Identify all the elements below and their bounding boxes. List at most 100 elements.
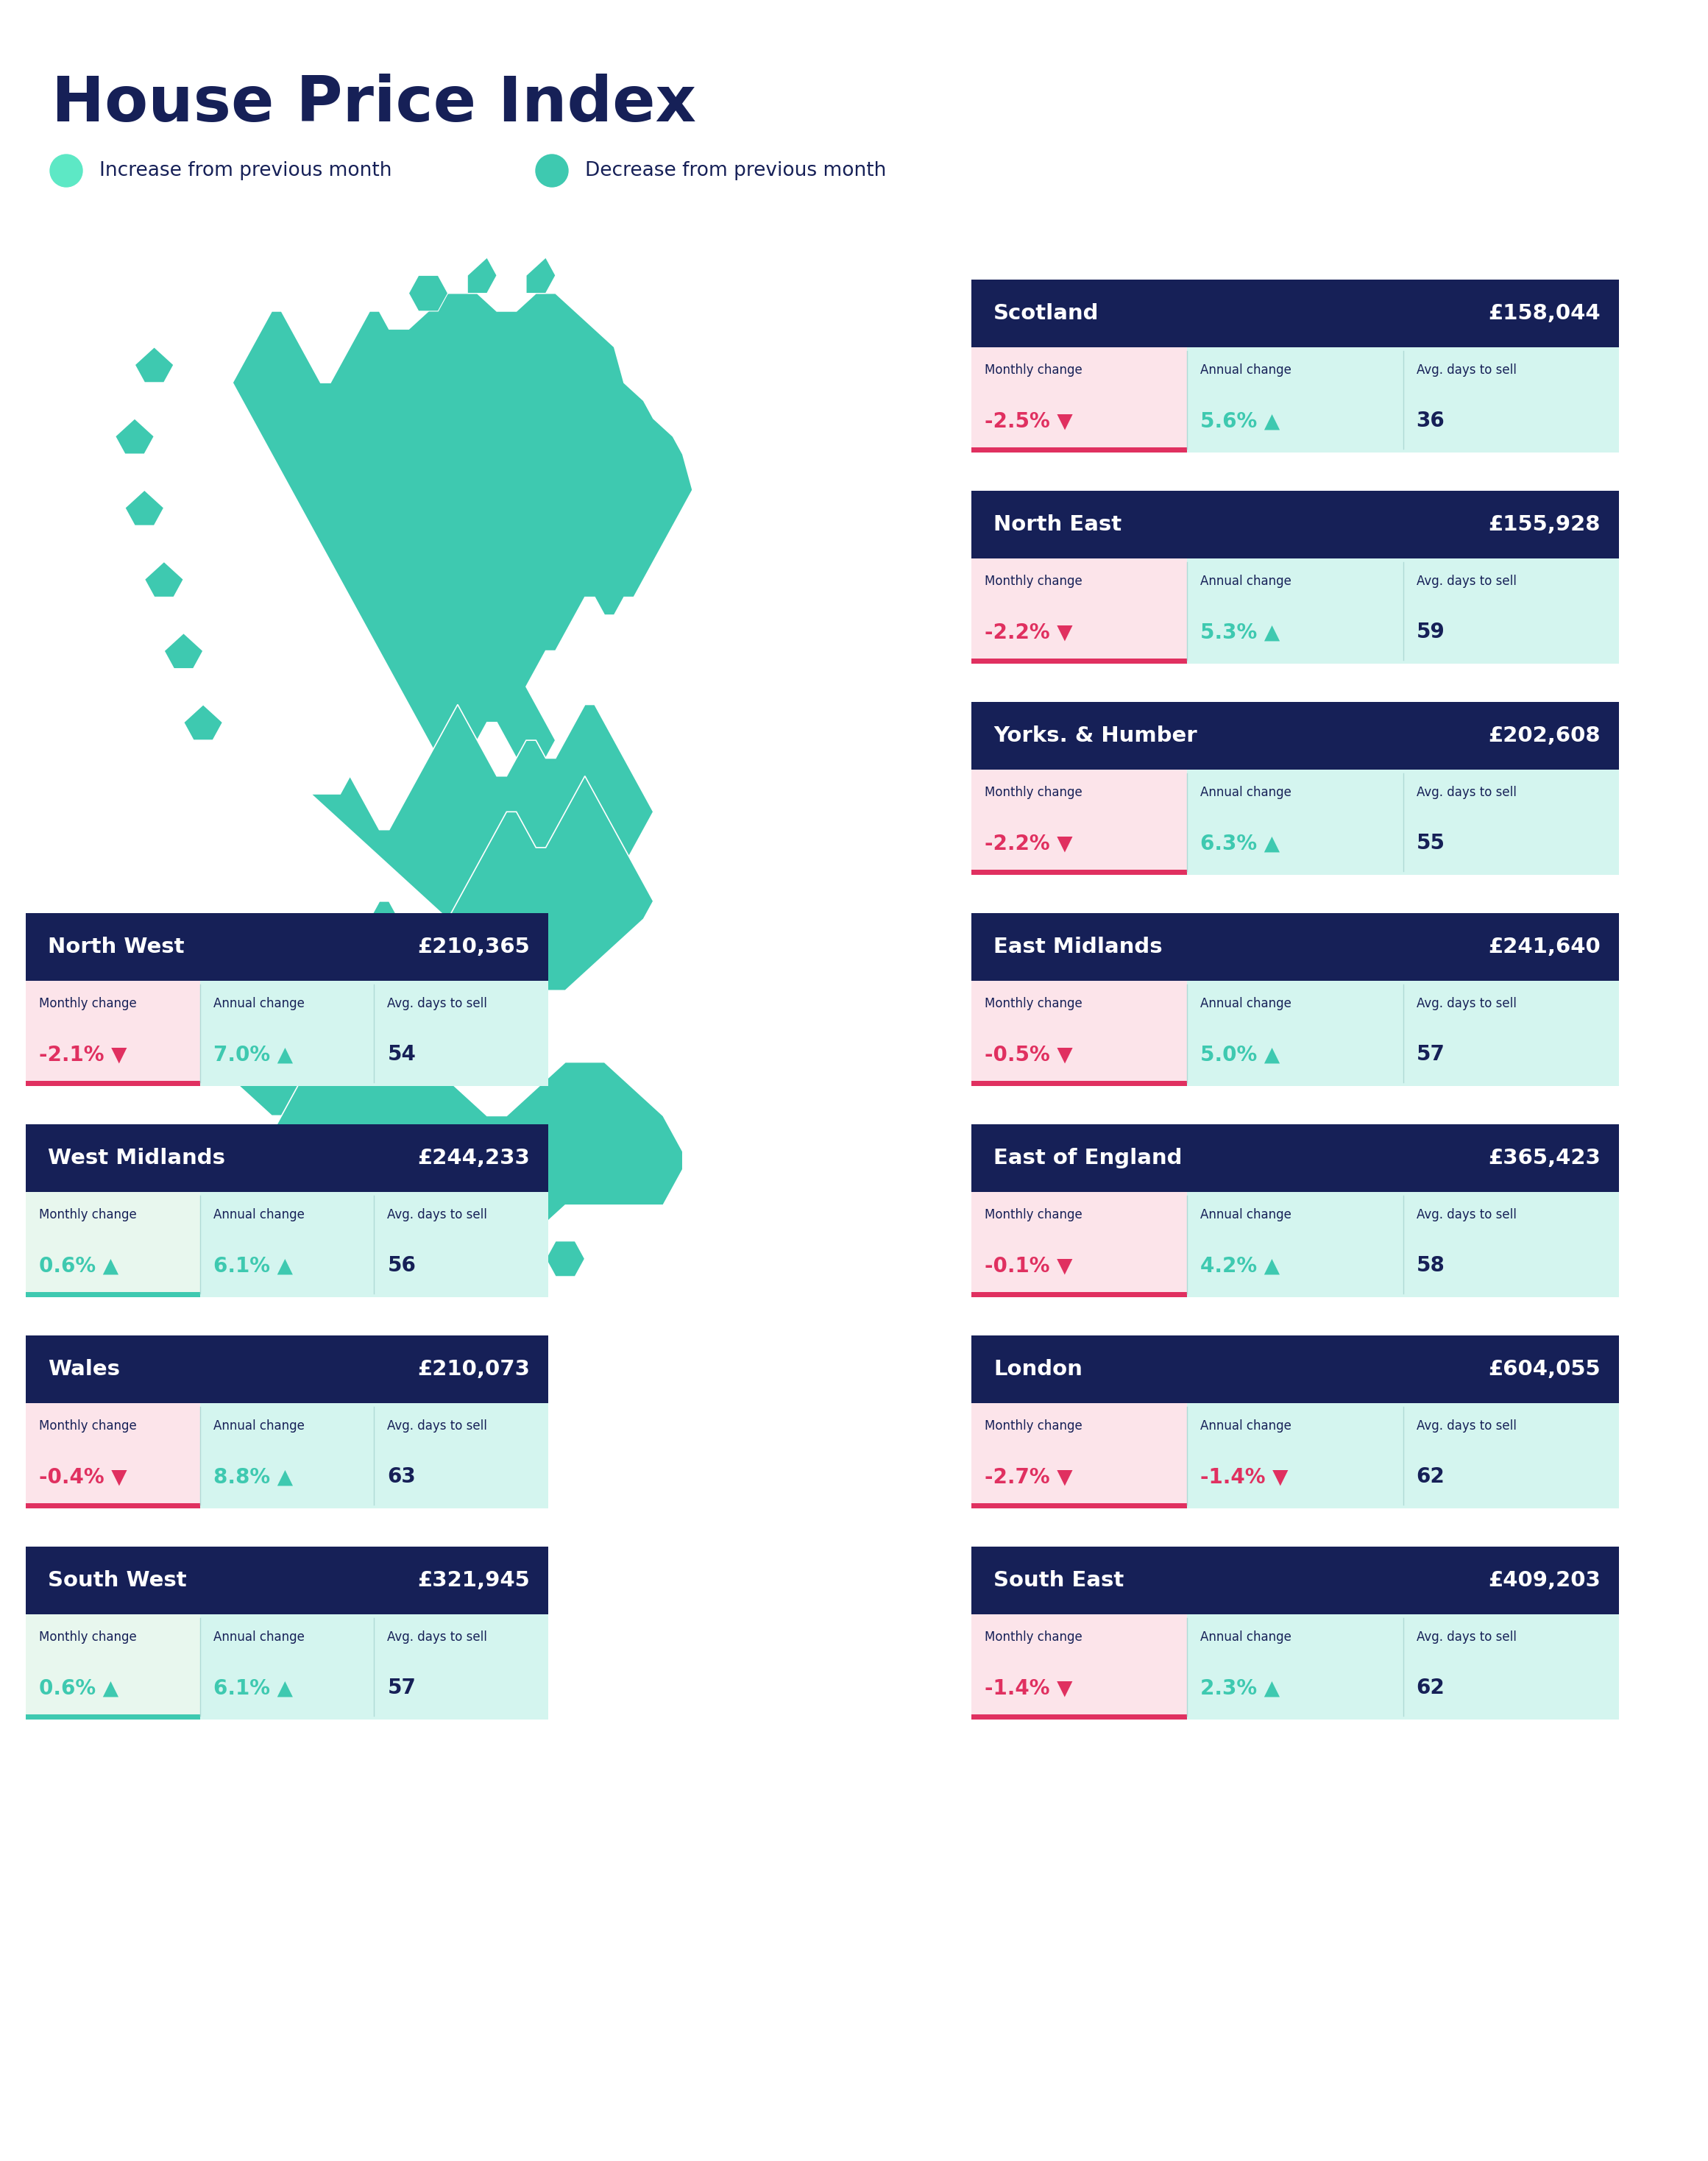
Bar (26, 1402, 200, 1508)
Text: 36: 36 (1416, 411, 1445, 432)
Bar (26, 1504, 200, 1508)
Bar (972, 659, 1187, 663)
Bar (972, 1402, 1187, 1508)
Text: -0.4% ▼: -0.4% ▼ (39, 1467, 126, 1487)
Text: London: London (994, 1359, 1083, 1379)
Text: East of England: East of England (994, 1147, 1182, 1169)
Polygon shape (232, 294, 692, 776)
Bar (26, 1547, 548, 1614)
Text: Avg. days to sell: Avg. days to sell (1416, 787, 1517, 800)
Text: Yorks. & Humber: Yorks. & Humber (994, 726, 1197, 746)
Text: Avg. days to sell: Avg. days to sell (388, 1420, 487, 1433)
Text: Monthly change: Monthly change (984, 1632, 1083, 1645)
Text: Monthly change: Monthly change (984, 363, 1083, 376)
Polygon shape (468, 257, 497, 294)
Text: Annual change: Annual change (1201, 998, 1291, 1011)
Bar (26, 1193, 200, 1297)
Text: Avg. days to sell: Avg. days to sell (1416, 1420, 1517, 1433)
Text: Monthly change: Monthly change (984, 998, 1083, 1011)
Bar (1402, 348, 1619, 452)
Text: North West: North West (48, 936, 184, 957)
Text: -2.5% ▼: -2.5% ▼ (984, 411, 1073, 432)
Bar (972, 558, 1187, 663)
Text: -2.1% ▼: -2.1% ▼ (39, 1044, 126, 1065)
Bar (1187, 1614, 1402, 1720)
Polygon shape (164, 1186, 282, 1240)
Text: Increase from previous month: Increase from previous month (99, 162, 391, 179)
Bar (1402, 558, 1619, 663)
Bar (1402, 1614, 1619, 1720)
Bar (200, 1193, 374, 1297)
Text: Monthly change: Monthly change (984, 787, 1083, 800)
Text: 5.6% ▲: 5.6% ▲ (1201, 411, 1279, 432)
Text: 0.6% ▲: 0.6% ▲ (39, 1677, 118, 1699)
Bar (972, 769, 1187, 875)
Circle shape (50, 156, 82, 186)
Polygon shape (214, 1026, 683, 1223)
Bar (26, 1124, 548, 1193)
Circle shape (536, 156, 569, 186)
Text: £321,945: £321,945 (417, 1571, 529, 1590)
Bar (374, 981, 548, 1087)
Text: 56: 56 (388, 1256, 417, 1275)
Text: £202,608: £202,608 (1488, 726, 1600, 746)
Text: 6.1% ▲: 6.1% ▲ (214, 1677, 292, 1699)
Text: 55: 55 (1416, 832, 1445, 854)
Text: £155,928: £155,928 (1488, 514, 1600, 536)
Text: Annual change: Annual change (1201, 1632, 1291, 1645)
Text: £244,233: £244,233 (417, 1147, 529, 1169)
Text: Annual change: Annual change (1201, 363, 1291, 376)
Polygon shape (135, 348, 174, 382)
Text: Monthly change: Monthly change (984, 1420, 1083, 1433)
Text: 59: 59 (1416, 622, 1445, 642)
Text: Monthly change: Monthly change (984, 1208, 1083, 1221)
Text: South West: South West (48, 1571, 186, 1590)
Bar (1187, 1193, 1402, 1297)
Text: -2.2% ▼: -2.2% ▼ (984, 832, 1073, 854)
Text: Monthly change: Monthly change (39, 998, 137, 1011)
Text: 2.3% ▲: 2.3% ▲ (1201, 1677, 1279, 1699)
Bar (972, 1292, 1187, 1297)
Text: £409,203: £409,203 (1488, 1571, 1600, 1590)
Text: Annual change: Annual change (214, 998, 304, 1011)
Bar (26, 1080, 200, 1087)
Text: -1.4% ▼: -1.4% ▼ (984, 1677, 1073, 1699)
Bar (1402, 981, 1619, 1087)
Text: East Midlands: East Midlands (994, 936, 1163, 957)
Bar (26, 1292, 200, 1297)
Text: -0.5% ▼: -0.5% ▼ (984, 1044, 1073, 1065)
Bar (1187, 558, 1402, 663)
Text: £210,365: £210,365 (417, 936, 529, 957)
Bar (1402, 769, 1619, 875)
Text: 5.3% ▲: 5.3% ▲ (1201, 622, 1279, 642)
Polygon shape (164, 633, 203, 668)
Polygon shape (526, 257, 555, 294)
Polygon shape (125, 491, 164, 525)
Text: 63: 63 (388, 1467, 415, 1487)
Bar (1402, 1193, 1619, 1297)
Text: Avg. days to sell: Avg. days to sell (1416, 998, 1517, 1011)
Text: 6.3% ▲: 6.3% ▲ (1201, 832, 1279, 854)
Bar (972, 1193, 1187, 1297)
Bar (972, 1614, 1187, 1720)
Bar (972, 447, 1187, 452)
Text: 6.1% ▲: 6.1% ▲ (214, 1256, 292, 1275)
Bar (972, 914, 1619, 981)
Bar (972, 1547, 1619, 1614)
Text: Avg. days to sell: Avg. days to sell (1416, 1208, 1517, 1221)
Text: 5.0% ▲: 5.0% ▲ (1201, 1044, 1279, 1065)
Text: 62: 62 (1416, 1677, 1445, 1699)
Polygon shape (311, 776, 654, 1026)
Text: 7.0% ▲: 7.0% ▲ (214, 1044, 292, 1065)
Bar (1187, 1402, 1402, 1508)
Text: North East: North East (994, 514, 1122, 536)
Text: South East: South East (994, 1571, 1124, 1590)
Bar (972, 348, 1187, 452)
Polygon shape (408, 274, 447, 311)
Text: 54: 54 (388, 1044, 417, 1065)
Bar (26, 914, 548, 981)
Text: Annual change: Annual change (1201, 1208, 1291, 1221)
Text: 4.2% ▲: 4.2% ▲ (1201, 1256, 1279, 1275)
Bar (972, 981, 1187, 1087)
Bar (972, 491, 1619, 558)
